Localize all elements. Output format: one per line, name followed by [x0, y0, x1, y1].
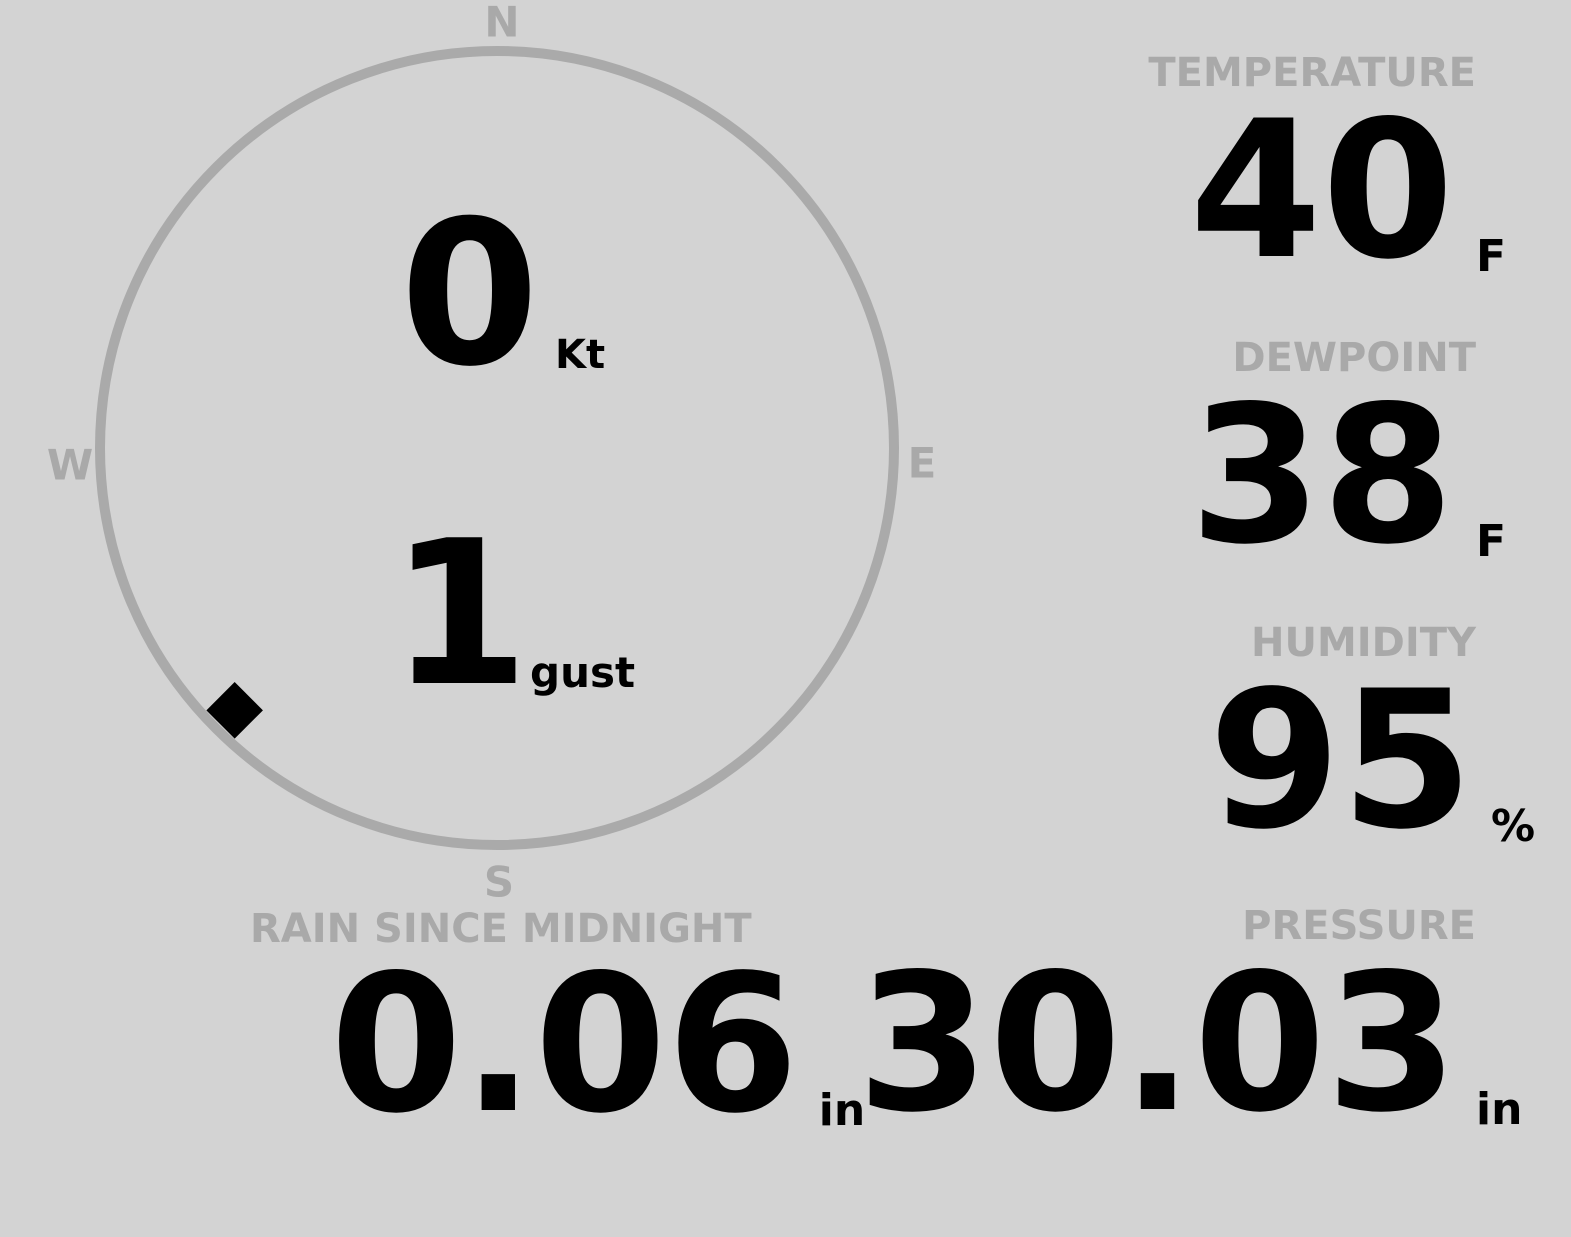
- compass-ring: [95, 46, 899, 850]
- humidity-value: 95: [1208, 650, 1473, 871]
- humidity-unit: %: [1491, 801, 1536, 852]
- compass-south: S: [483, 857, 515, 907]
- wind-speed-value: 0: [400, 178, 540, 411]
- temperature-unit: F: [1476, 231, 1507, 282]
- rain-unit: in: [818, 1085, 866, 1136]
- temperature-label: TEMPERATURE: [1148, 50, 1476, 96]
- humidity-label: HUMIDITY: [1251, 620, 1476, 666]
- compass-east: E: [907, 438, 937, 488]
- wind-gust-unit: gust: [530, 648, 636, 697]
- wind-compass: [95, 46, 899, 850]
- dewpoint-card: DEWPOINT 38 F: [1190, 335, 1526, 571]
- rain-value: 0.06: [330, 934, 799, 1155]
- pressure-card: PRESSURE 30.03 in: [857, 903, 1526, 1139]
- dewpoint-value: 38: [1189, 365, 1454, 586]
- humidity-card: HUMIDITY 95%: [1209, 620, 1551, 856]
- dewpoint-unit: F: [1476, 516, 1507, 567]
- wind-gust-value: 1: [390, 498, 530, 731]
- rain-label: RAIN SINCE MIDNIGHT: [250, 906, 752, 952]
- pressure-label: PRESSURE: [1242, 903, 1476, 949]
- compass-west: W: [46, 440, 94, 490]
- temperature-card: TEMPERATURE 40 F: [1148, 50, 1526, 286]
- pressure-value: 30.03: [857, 933, 1458, 1154]
- dewpoint-label: DEWPOINT: [1232, 335, 1476, 381]
- rain-card: RAIN SINCE MIDNIGHT: [250, 906, 752, 952]
- wind-speed-unit: Kt: [555, 332, 606, 378]
- compass-north: N: [484, 0, 520, 47]
- temperature-value: 40: [1189, 80, 1454, 301]
- rain-value-row: 0.06 in: [330, 950, 865, 1140]
- pressure-unit: in: [1476, 1084, 1523, 1135]
